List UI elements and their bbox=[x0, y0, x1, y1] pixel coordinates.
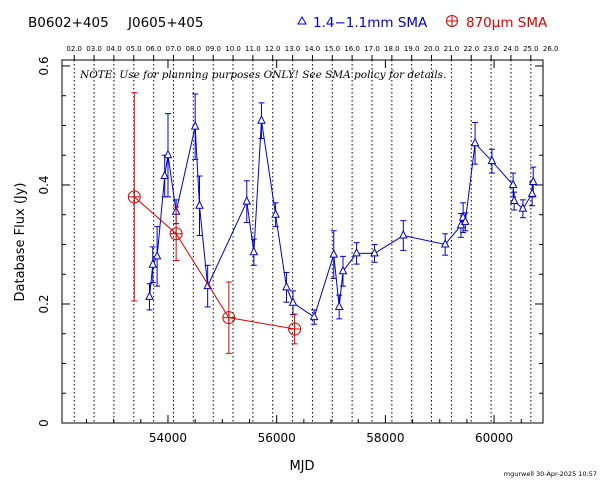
top-axis-label: 08.0 bbox=[186, 45, 202, 53]
data-point bbox=[309, 311, 319, 321]
series-mm bbox=[145, 93, 538, 325]
data-point bbox=[352, 247, 361, 257]
data-point bbox=[470, 137, 480, 147]
y-tick-label: 0.2 bbox=[37, 294, 51, 313]
top-axis-label: 07.0 bbox=[166, 45, 182, 53]
top-axis-label: 06.0 bbox=[146, 45, 162, 53]
data-point bbox=[518, 203, 528, 212]
data-point bbox=[460, 216, 470, 225]
top-axis-label: 02.0 bbox=[66, 45, 82, 53]
top-axis-label: 16.0 bbox=[344, 45, 360, 53]
data-point bbox=[160, 170, 170, 180]
data-point bbox=[338, 265, 348, 275]
y-axis-label: Database Flux (Jy) bbox=[13, 183, 28, 302]
top-axis: 02.0 03.0 04.0 05.0 06.0 07.0 08.0 09.0 10.0 11.0… bbox=[66, 45, 558, 60]
data-point bbox=[487, 155, 497, 165]
y-tick-label: 0.4 bbox=[37, 175, 51, 194]
top-axis-label: 14.0 bbox=[305, 45, 321, 53]
legend-entry-1: 870μm SMA bbox=[446, 15, 548, 31]
axis-ticks: 54000 56000 58000 60000 0 0.2 0.4 0.6 bbox=[37, 56, 543, 445]
data-point bbox=[282, 281, 291, 291]
top-axis-label: 17.0 bbox=[364, 45, 380, 53]
top-axis-label: 26.0 bbox=[543, 45, 559, 53]
top-axis-label: 23.0 bbox=[483, 45, 499, 53]
top-axis-label: 04.0 bbox=[106, 45, 122, 53]
data-point bbox=[148, 259, 158, 268]
data-point bbox=[288, 297, 298, 306]
top-axis-label: 13.0 bbox=[285, 45, 301, 53]
x-tick-label: 58000 bbox=[366, 431, 404, 445]
data-point bbox=[152, 250, 162, 260]
legend: 1.4−1.1mm SMA 870μm SMA bbox=[297, 15, 548, 31]
top-axis-label: 19.0 bbox=[404, 45, 420, 53]
top-axis-label: 24.0 bbox=[503, 45, 519, 53]
x-tick-label: 56000 bbox=[258, 431, 296, 445]
alt-name: J0605+405 bbox=[127, 15, 203, 31]
top-axis-label: 25.0 bbox=[523, 45, 539, 53]
top-axis-label: 05.0 bbox=[126, 45, 142, 53]
planning-note: NOTE: Use for planning purposes ONLY! Se… bbox=[79, 69, 446, 81]
data-point bbox=[440, 238, 450, 248]
y-tick-label: 0 bbox=[37, 419, 51, 427]
y-tick-label: 0.6 bbox=[37, 56, 51, 75]
top-axis-label: 18.0 bbox=[384, 45, 400, 53]
data-point bbox=[190, 121, 200, 130]
legend-label-1: 870μm SMA bbox=[466, 15, 548, 31]
legend-entry-0: 1.4−1.1mm SMA bbox=[297, 15, 428, 31]
series-line bbox=[133, 196, 295, 330]
data-point bbox=[163, 149, 173, 159]
data-point bbox=[509, 195, 519, 205]
top-axis-label: 21.0 bbox=[444, 45, 460, 53]
x-tick-label: 60000 bbox=[475, 431, 513, 445]
top-axis-label: 20.0 bbox=[424, 45, 440, 53]
source-name: B0602+405 bbox=[28, 15, 109, 31]
x-axis-label: MJD bbox=[289, 459, 314, 474]
series-870um bbox=[127, 92, 302, 354]
plot-frame bbox=[61, 59, 544, 424]
data-point bbox=[329, 248, 339, 258]
top-axis-label: 12.0 bbox=[265, 45, 281, 53]
data-point bbox=[257, 115, 266, 124]
data-point bbox=[508, 179, 518, 188]
top-axis-label: 22.0 bbox=[463, 45, 479, 53]
data-point bbox=[195, 200, 204, 209]
top-axis-label: 09.0 bbox=[205, 45, 221, 53]
data-point bbox=[145, 291, 154, 300]
data-point bbox=[249, 246, 259, 256]
legend-triangle-icon bbox=[297, 15, 307, 25]
data-point bbox=[242, 196, 252, 205]
top-axis-label: 15.0 bbox=[324, 45, 340, 53]
data-point bbox=[271, 209, 280, 218]
data-point bbox=[528, 176, 538, 185]
legend-label-0: 1.4−1.1mm SMA bbox=[313, 15, 428, 31]
data-point bbox=[399, 229, 408, 239]
top-axis-label: 10.0 bbox=[225, 45, 241, 53]
data-point bbox=[334, 301, 344, 310]
top-axis-label: 11.0 bbox=[245, 45, 261, 53]
footer-credit: mgurwell 30-Apr-2025 10:57 bbox=[504, 470, 597, 478]
data-point bbox=[527, 188, 537, 197]
top-axis-label: 03.0 bbox=[86, 45, 102, 53]
x-tick-label: 54000 bbox=[149, 431, 187, 445]
data-point bbox=[370, 247, 379, 257]
